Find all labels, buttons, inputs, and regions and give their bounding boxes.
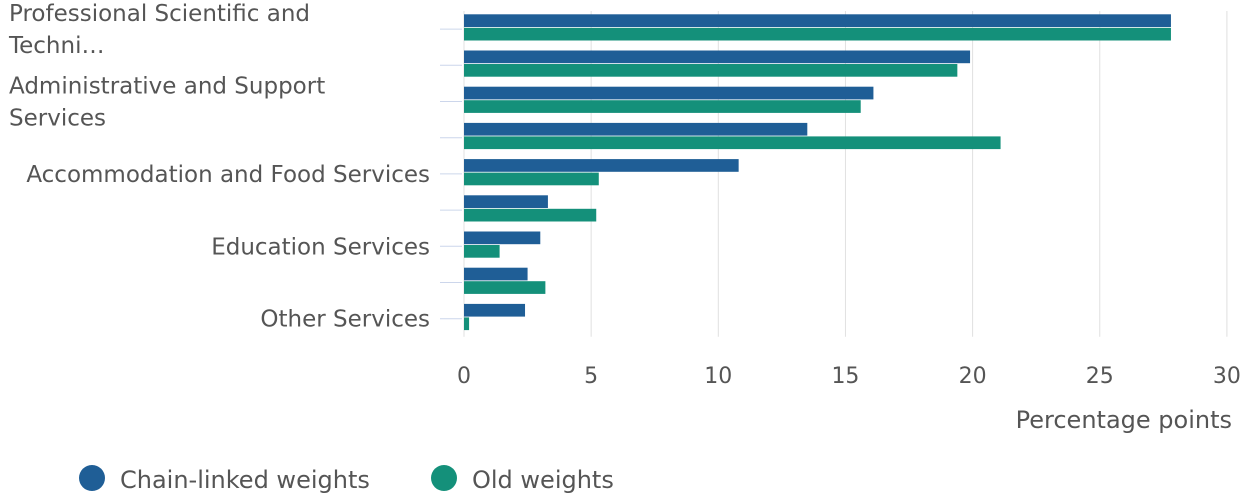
y-category-label-line: Professional Scientific and: [9, 1, 310, 27]
bar-old-weights: [464, 245, 500, 258]
bar-chain-linked: [464, 303, 526, 317]
x-tick-label: 0: [457, 364, 471, 389]
bar-chain-linked: [464, 14, 1171, 27]
y-category-label: Professional Scientific and Techni…: [8, 1, 310, 59]
legend-label: Old weights: [472, 466, 614, 494]
legend-marker-chain-linked: [79, 465, 105, 491]
bar-old-weights: [464, 100, 861, 113]
y-category-label-line: Administrative and Support: [9, 74, 325, 100]
y-category-label: Administrative and Support Services: [9, 74, 325, 132]
bar-chain-linked: [464, 231, 541, 245]
x-axis-title: Percentage points: [1016, 406, 1232, 434]
x-tick-label: 15: [831, 364, 859, 389]
x-tick-label: 20: [959, 364, 987, 389]
bar-chain-linked: [464, 159, 739, 172]
bar-old-weights: [464, 208, 597, 222]
bar-old-weights: [464, 172, 599, 186]
legend-marker-old-weights: [431, 465, 457, 491]
bar-old-weights: [464, 281, 546, 294]
bar-old-weights: [464, 136, 1001, 150]
bar-chain-linked: [464, 122, 808, 136]
y-category-label: Education Services: [211, 234, 430, 260]
legend-label: Chain-linked weights: [120, 466, 370, 494]
y-category-label-line: Techni…: [8, 33, 104, 59]
y-category-label-line: Services: [9, 106, 106, 132]
x-tick-label: 30: [1213, 364, 1241, 389]
bar-chain-linked: [464, 267, 528, 281]
bar-chain-linked: [464, 86, 874, 100]
bar-old-weights: [464, 27, 1171, 41]
y-category-label: Accommodation and Food Services: [26, 162, 430, 188]
x-tick-label: 25: [1086, 364, 1114, 389]
x-tick-label: 5: [584, 364, 598, 389]
bar-chain-linked: [464, 50, 971, 64]
bar-chain-linked: [464, 195, 548, 208]
y-category-label: Other Services: [260, 307, 430, 333]
bar-old-weights: [464, 64, 958, 77]
bar-old-weights: [464, 317, 470, 331]
x-tick-label: 10: [704, 364, 732, 389]
